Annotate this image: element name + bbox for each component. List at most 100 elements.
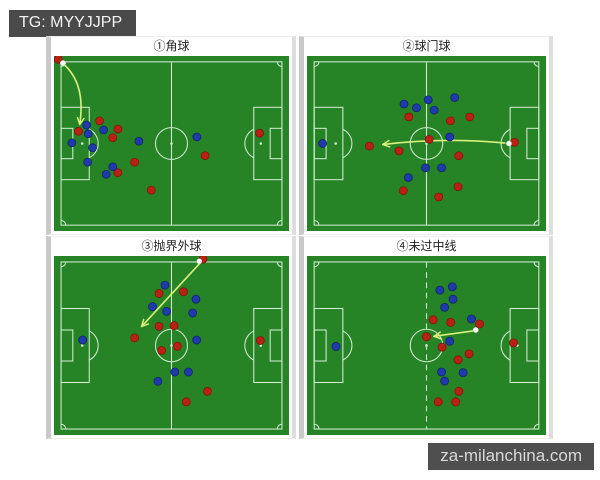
player-blue (192, 335, 201, 345)
player-red (74, 127, 83, 136)
player-blue (440, 376, 450, 386)
player-red (404, 112, 414, 122)
player-blue (108, 162, 118, 172)
field-panel-corner-kick: ①角球 (46, 36, 296, 235)
player-red (437, 342, 447, 352)
player-blue (440, 302, 450, 312)
player-red (157, 346, 166, 355)
player-red (451, 397, 461, 407)
player-blue (134, 136, 144, 146)
player-blue (458, 368, 468, 378)
player-red (130, 333, 139, 343)
player-blue (435, 285, 445, 295)
player-blue (445, 132, 455, 142)
player-red (108, 133, 118, 142)
field-title-2: ②球门球 (402, 39, 451, 53)
player-red (54, 56, 63, 64)
player-red (169, 321, 179, 331)
player-red (424, 134, 434, 144)
player-blue (83, 157, 92, 167)
player-red (510, 138, 519, 147)
pass-arrow (435, 330, 474, 336)
player-blue (437, 367, 446, 377)
player-red (445, 116, 455, 126)
player-blue (399, 99, 409, 109)
player-blue (160, 280, 170, 290)
player-red (475, 319, 484, 329)
ball-icon (506, 140, 512, 147)
player-blue (421, 163, 430, 173)
player-blue (423, 95, 433, 105)
ball-icon (196, 258, 203, 265)
ball-icon (472, 327, 479, 333)
player-blue (153, 376, 163, 386)
player-blue (82, 120, 92, 130)
ball-icon (60, 60, 66, 66)
player-red (113, 124, 123, 134)
field-title-3: ③抛界外球 (141, 239, 202, 253)
player-red (464, 349, 474, 359)
pitch-lines (313, 261, 540, 430)
player-blue (162, 306, 171, 316)
player-blue (447, 282, 457, 292)
player-red (453, 355, 463, 365)
pass-arrow (142, 262, 202, 326)
pitch-diagram-1 (54, 56, 289, 231)
field-title-1: ①角球 (153, 39, 190, 53)
player-red (146, 185, 156, 195)
player-blue (184, 367, 193, 377)
player-blue (170, 367, 180, 377)
watermark-site: za-milanchina.com (428, 443, 594, 470)
player-blue (450, 93, 460, 102)
player-blue (445, 336, 455, 346)
player-red (454, 386, 464, 396)
player-blue (78, 335, 88, 345)
pitch-diagram-4 (307, 256, 546, 435)
player-blue (83, 129, 93, 139)
pitch-diagram-3 (54, 256, 289, 435)
player-red (154, 321, 164, 331)
player-blue (429, 105, 439, 115)
player-red (130, 157, 139, 167)
player-blue (88, 143, 97, 153)
pass-arrow (63, 63, 81, 123)
field-panel-throw-in: ③抛界外球 (46, 236, 296, 439)
player-red (509, 338, 518, 348)
player-red (394, 146, 404, 156)
player-blue (331, 342, 341, 351)
player-blue (318, 139, 327, 148)
player-red (173, 341, 182, 351)
field-panel-midline: ④未过中线 (299, 236, 553, 439)
player-red (154, 289, 164, 298)
watermark-tg: TG: MYYJJPP (9, 10, 137, 37)
player-red (255, 336, 265, 345)
player-blue (437, 163, 446, 173)
pass-arrow (383, 139, 506, 144)
player-red (465, 112, 475, 122)
player-red (433, 397, 443, 407)
player-blue (191, 294, 201, 304)
player-blue (403, 173, 413, 182)
field-panel-goal-kick: ②球门球 (299, 36, 553, 235)
player-red (398, 186, 408, 195)
player-red (255, 128, 264, 138)
player-red (422, 332, 431, 342)
player-red (364, 141, 374, 151)
pitch-lines (60, 61, 283, 226)
field-title-4: ④未过中线 (396, 239, 457, 253)
pitch-lines (313, 61, 540, 226)
player-red (446, 317, 456, 327)
pitch-lines (60, 261, 283, 430)
player-blue (192, 132, 202, 142)
player-red (434, 192, 444, 202)
player-blue (188, 308, 197, 318)
player-red (181, 397, 191, 407)
player-red (453, 182, 463, 191)
pitch-diagram-2 (307, 56, 546, 231)
player-red (428, 315, 438, 325)
player-red (179, 287, 188, 297)
player-blue (148, 302, 157, 312)
player-blue (448, 294, 458, 304)
player-red (200, 151, 210, 160)
